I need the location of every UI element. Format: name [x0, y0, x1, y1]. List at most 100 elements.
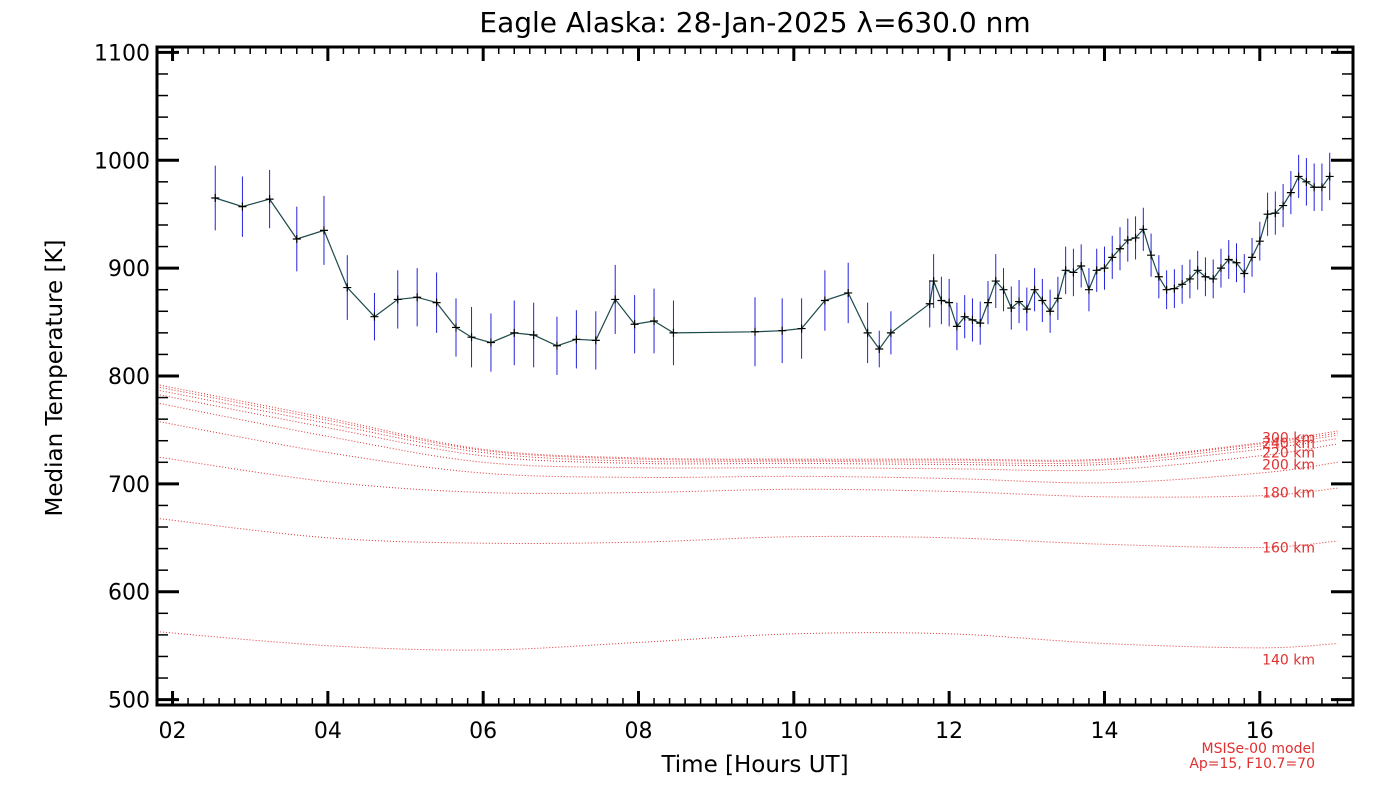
data-point: [1201, 272, 1210, 281]
error-bars: [214, 152, 1331, 375]
model-curve-300-km: [156, 384, 1338, 461]
data-point: [1248, 253, 1257, 262]
model-note-line-2: Ap=15, F10.7=70: [1189, 756, 1315, 772]
data-point: [1030, 285, 1039, 294]
data-point: [319, 226, 328, 235]
data-point: [960, 312, 969, 321]
data-point: [510, 328, 519, 337]
x-tick-label: 14: [1090, 719, 1118, 744]
x-tick-label: 02: [159, 719, 187, 744]
data-point: [1178, 280, 1187, 289]
x-tick-label: 10: [780, 719, 808, 744]
data-point: [1224, 255, 1233, 264]
data-point: [611, 295, 620, 304]
x-tick-label: 12: [935, 719, 963, 744]
y-tick-label: 500: [108, 689, 150, 714]
data-point: [1077, 261, 1086, 270]
data-point: [1185, 274, 1194, 283]
model-curve-200-km: [156, 420, 1338, 484]
data-point: [1317, 183, 1326, 192]
data-point: [413, 293, 422, 302]
model-curves: [156, 384, 1338, 651]
model-curve-240-km: [156, 393, 1338, 467]
data-point: [238, 202, 247, 211]
model-curve-180-km: [156, 456, 1338, 498]
data-point: [1302, 177, 1311, 186]
data-point: [925, 299, 934, 308]
data-point: [820, 296, 829, 305]
data-point: [669, 328, 678, 337]
data-markers: [211, 172, 1334, 354]
data-point: [1131, 233, 1140, 242]
data-point: [1232, 258, 1241, 267]
model-label-220-km: 220 km: [1262, 446, 1315, 462]
data-point: [1271, 209, 1280, 218]
y-tick-label: 700: [108, 473, 150, 498]
data-point: [751, 327, 759, 336]
data-point: [778, 326, 787, 335]
data-point: [1310, 183, 1319, 192]
chart-title: Eagle Alaska: 28-Jan-2025 λ=630.0 nm: [479, 6, 1030, 39]
data-point: [945, 298, 954, 307]
data-point: [529, 331, 538, 340]
data-point: [265, 195, 274, 204]
data-point: [1046, 307, 1055, 316]
data-point: [875, 345, 884, 354]
data-point: [797, 324, 806, 333]
data-point: [572, 335, 581, 344]
x-tick-label: 04: [314, 719, 342, 744]
data-point: [211, 194, 220, 203]
data-point: [1053, 294, 1062, 303]
data-point: [630, 320, 639, 329]
y-tick-label: 800: [108, 365, 150, 390]
data-point: [393, 295, 402, 304]
data-point: [929, 277, 938, 286]
axes: 02 04 06 08 10 12 14 16 500 600 700 800 900 1000 1100: [94, 41, 1355, 744]
x-tick-label: 16: [1246, 719, 1274, 744]
x-tick-label: 06: [469, 719, 497, 744]
data-point: [976, 319, 985, 328]
model-curve-260-km: [156, 389, 1338, 465]
data-point: [467, 333, 476, 342]
model-label-200-km: 200 km: [1262, 457, 1315, 473]
data-point: [1154, 272, 1163, 281]
model-curve-280-km: [156, 386, 1338, 462]
model-label-240-km: 240 km: [1262, 436, 1315, 452]
data-point: [952, 322, 961, 331]
data-point: [1038, 296, 1047, 305]
data-point: [968, 315, 977, 324]
model-label-300-km: 300 km: [1262, 430, 1315, 446]
data-point: [1069, 268, 1078, 277]
data-point: [1216, 264, 1225, 273]
data-point: [343, 283, 352, 292]
y-tick-label: 900: [108, 257, 150, 282]
data-point: [1286, 188, 1295, 197]
data-point: [991, 277, 1000, 286]
data-point: [1108, 253, 1117, 262]
data-point: [1240, 269, 1249, 278]
data-point: [999, 285, 1008, 294]
data-point: [452, 323, 460, 332]
data-point: [1123, 236, 1132, 245]
model-curve-140-km: [156, 631, 1338, 651]
model-label-140-km: 140 km: [1262, 653, 1315, 669]
data-point: [1007, 304, 1016, 313]
data-point: [1139, 225, 1148, 234]
data-series: [215, 175, 1331, 351]
data-point: [1100, 264, 1109, 273]
data-point: [650, 316, 659, 325]
data-point: [1294, 172, 1303, 181]
y-axis-label: Median Temperature [K]: [42, 240, 68, 517]
data-point: [486, 338, 495, 347]
data-point: [1170, 284, 1179, 293]
x-tick-label: 08: [625, 719, 653, 744]
model-curve-220-km: [156, 402, 1338, 472]
model-note-line-1: MSISe-00 model: [1201, 741, 1315, 757]
y-tick-label: 1100: [94, 41, 150, 66]
plot-frame: [155, 45, 1355, 707]
data-point: [591, 336, 600, 345]
data-point: [292, 235, 301, 244]
data-point: [1061, 266, 1070, 275]
